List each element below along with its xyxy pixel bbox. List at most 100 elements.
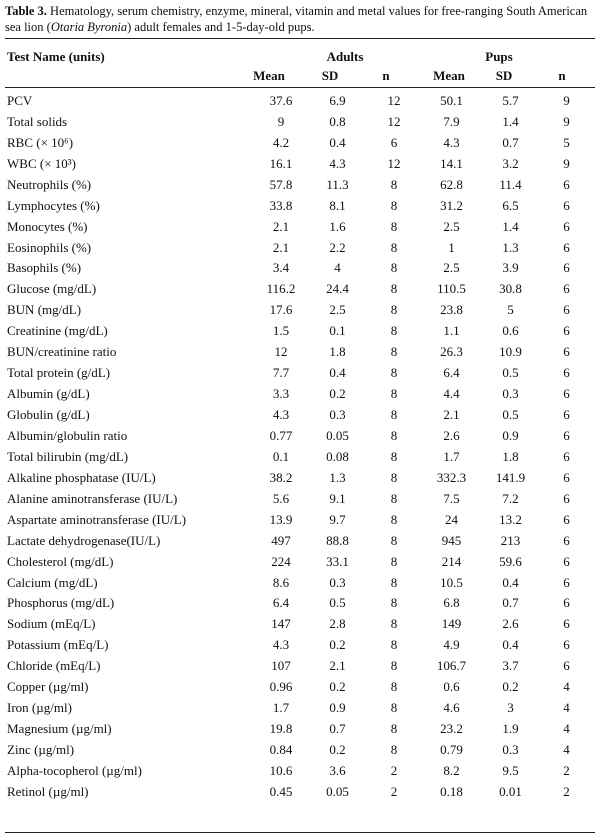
pups-mean-cell: 0.6 <box>443 679 460 695</box>
adults-n-cell: 8 <box>390 344 398 360</box>
table-row: Iron (µg/ml) 1.7 0.9 8 4.6 3 4 <box>5 697 595 718</box>
test-name-cell: Iron (µg/ml) <box>7 700 72 716</box>
adults-n-cell: 8 <box>390 281 398 297</box>
pups-sd-cell: 0.6 <box>502 323 519 339</box>
adults-n-cell: 12 <box>387 113 401 129</box>
pups-mean-cell: 23.2 <box>440 721 463 737</box>
adults-n-cell: 8 <box>390 511 398 527</box>
adults-mean-cell: 7.7 <box>272 365 290 381</box>
adults-mean-cell: 6.4 <box>272 595 290 611</box>
adults-n-cell: 8 <box>390 197 398 213</box>
pups-sd-cell: 1.4 <box>502 218 519 234</box>
header-pups-mean: Mean <box>433 68 465 83</box>
table-row: Calcium (mg/dL) 8.6 0.3 8 10.5 0.4 6 <box>5 572 595 593</box>
pups-sd-cell: 0.01 <box>499 783 522 799</box>
pups-mean-cell: 31.2 <box>440 197 463 213</box>
pups-n-cell: 6 <box>563 197 570 213</box>
adults-n-cell: 2 <box>390 762 398 778</box>
pups-sd-cell: 0.3 <box>502 742 519 758</box>
pups-sd-cell: 1.3 <box>502 239 519 255</box>
pups-n-cell: 6 <box>563 448 570 464</box>
table-row: WBC (× 10³) 16.1 4.3 12 14.1 3.2 9 <box>5 153 595 174</box>
adults-sd-cell: 11.3 <box>326 176 349 192</box>
adults-sd-cell: 6.9 <box>329 92 346 108</box>
pups-n-cell: 2 <box>563 762 570 778</box>
adults-mean-cell: 2.1 <box>272 239 290 255</box>
adults-n-cell: 8 <box>390 616 398 632</box>
adults-sd-cell: 24.4 <box>326 281 349 297</box>
test-name-cell: BUN/creatinine ratio <box>7 344 117 360</box>
pups-sd-cell: 1.8 <box>502 448 519 464</box>
adults-n-cell: 8 <box>390 595 398 611</box>
test-name-cell: Albumin/globulin ratio <box>7 427 128 443</box>
adults-n-cell: 8 <box>390 742 398 758</box>
pups-mean-cell: 2.6 <box>443 427 460 443</box>
pups-mean-cell: 62.8 <box>440 176 463 192</box>
pups-sd-cell: 0.3 <box>502 386 519 402</box>
pups-mean-cell: 1.7 <box>443 448 460 464</box>
test-name-cell: Zinc (µg/ml) <box>7 742 75 758</box>
data-table: PCV 37.6 6.9 12 50.1 5.7 9 Total solids 9 0.8 12 7.… <box>5 90 595 802</box>
pups-mean-cell: 332.3 <box>436 469 467 485</box>
table-row: Zinc (µg/ml) 0.84 0.2 8 0.79 0.3 4 <box>5 739 595 760</box>
pups-n-cell: 6 <box>563 281 570 297</box>
test-name-cell: Sodium (mEq/L) <box>7 616 96 632</box>
adults-sd-cell: 2.5 <box>329 302 346 318</box>
pups-n-cell: 2 <box>563 783 570 799</box>
pups-sd-cell: 0.4 <box>502 637 519 653</box>
pups-mean-cell: 7.9 <box>443 113 460 129</box>
pups-mean-cell: 2.5 <box>443 260 460 276</box>
table-row: Magnesium (µg/ml) 19.8 0.7 8 23.2 1.9 4 <box>5 718 595 739</box>
pups-n-cell: 6 <box>563 511 570 527</box>
adults-mean-cell: 224 <box>271 553 291 569</box>
pups-sd-cell: 0.7 <box>502 595 519 611</box>
pups-mean-cell: 8.2 <box>443 762 460 778</box>
test-name-cell: Lymphocytes (%) <box>7 197 100 213</box>
adults-sd-cell: 1.3 <box>329 469 346 485</box>
caption-species: Otaria Byronia <box>50 20 128 34</box>
test-name-cell: Phosphorus (mg/dL) <box>7 595 115 611</box>
pups-sd-cell: 5.7 <box>502 92 519 108</box>
pups-n-cell: 9 <box>563 155 570 171</box>
adults-mean-cell: 19.8 <box>269 721 293 737</box>
adults-mean-cell: 5.6 <box>272 490 290 506</box>
pups-n-cell: 6 <box>563 176 570 192</box>
test-name-cell: Alpha-tocopherol (µg/ml) <box>7 762 142 778</box>
adults-sd-cell: 2.1 <box>329 658 346 674</box>
table-row: Creatinine (mg/dL) 1.5 0.1 8 1.1 0.6 6 <box>5 320 595 341</box>
pups-n-cell: 6 <box>563 302 570 318</box>
adults-n-cell: 8 <box>390 427 398 443</box>
pups-sd-cell: 0.5 <box>502 365 519 381</box>
adults-mean-cell: 0.96 <box>269 679 293 695</box>
header-adults-mean: Mean <box>253 68 285 83</box>
adults-mean-cell: 9 <box>277 113 285 129</box>
pups-mean-cell: 4.6 <box>443 700 460 716</box>
pups-mean-cell: 6.8 <box>443 595 460 611</box>
adults-mean-cell: 147 <box>271 616 291 632</box>
test-name-cell: Glucose (mg/dL) <box>7 281 97 297</box>
adults-n-cell: 8 <box>390 490 398 506</box>
pups-sd-cell: 0.4 <box>502 574 519 590</box>
pups-mean-cell: 0.79 <box>440 742 463 758</box>
adults-n-cell: 8 <box>390 302 398 318</box>
pups-n-cell: 4 <box>563 742 570 758</box>
table-row: Alkaline phosphatase (IU/L) 38.2 1.3 8 332.3… <box>5 467 595 488</box>
pups-n-cell: 6 <box>563 532 570 548</box>
adults-mean-cell: 4.3 <box>272 637 290 653</box>
table-bottom-rule <box>5 832 595 833</box>
table-row: Chloride (mEq/L) 107 2.1 8 106.7 3.7 6 <box>5 655 595 676</box>
adults-n-cell: 12 <box>387 155 401 171</box>
table-top-rule <box>5 38 595 39</box>
test-name-cell: Eosinophils (%) <box>7 239 92 255</box>
test-name-cell: Monocytes (%) <box>7 218 88 234</box>
table-row: Retinol (µg/ml) 0.45 0.05 2 0.18 0.01 2 <box>5 781 595 802</box>
pups-n-cell: 6 <box>563 616 570 632</box>
adults-sd-cell: 0.9 <box>329 700 346 716</box>
adults-mean-cell: 1.5 <box>272 323 290 339</box>
caption-text-after: ) adult females and 1-5-day-old pups. <box>127 20 315 34</box>
test-name-cell: Albumin (g/dL) <box>7 386 90 402</box>
pups-sd-cell: 0.2 <box>502 679 519 695</box>
adults-sd-cell: 0.4 <box>329 134 346 150</box>
adults-n-cell: 8 <box>390 239 398 255</box>
adults-mean-cell: 1.7 <box>272 700 290 716</box>
